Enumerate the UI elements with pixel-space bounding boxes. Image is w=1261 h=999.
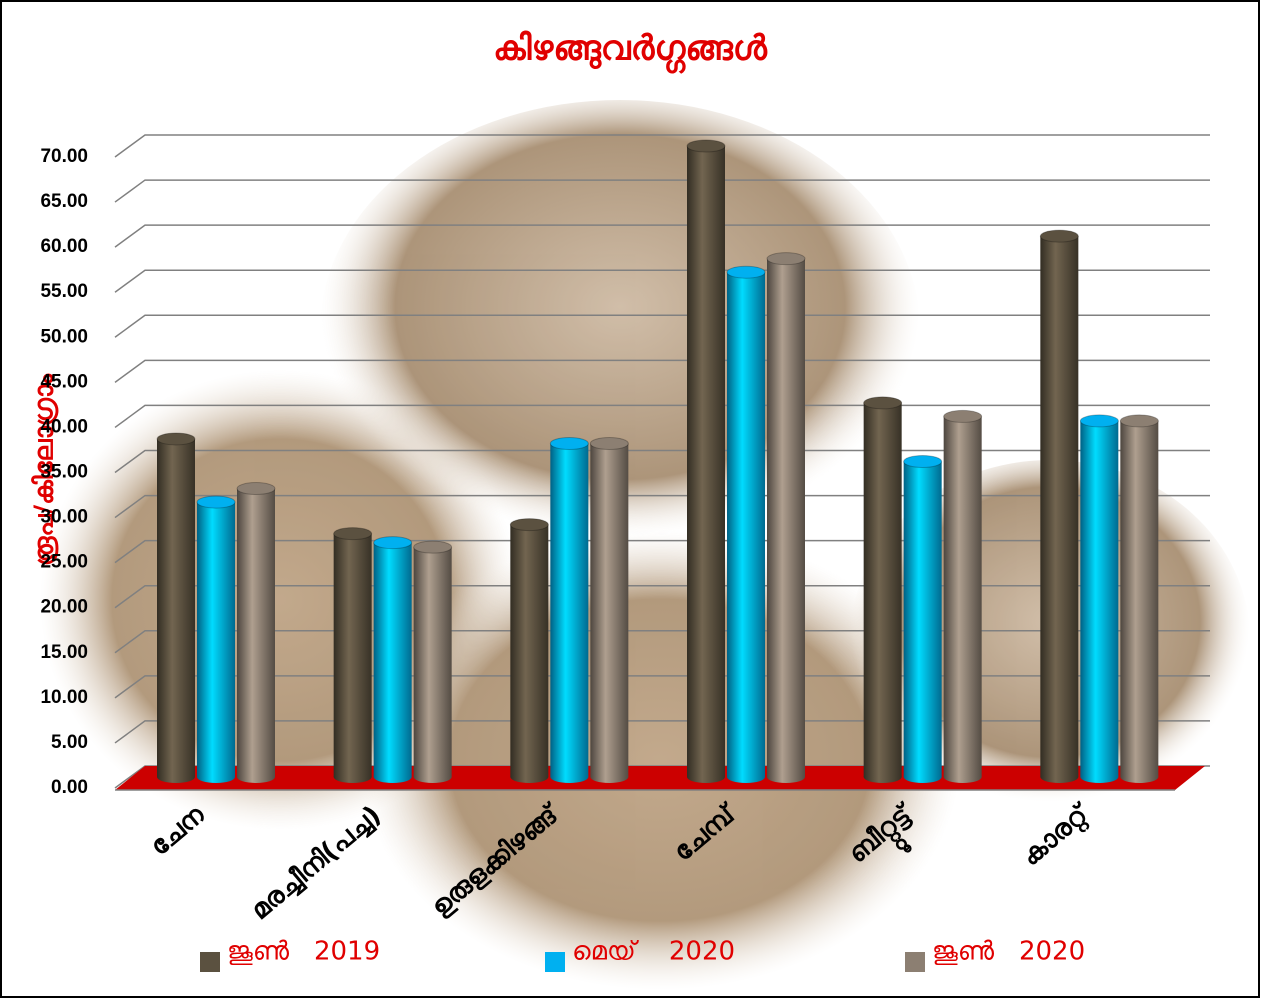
bar [727, 272, 765, 777]
grid-line [114, 675, 1210, 699]
bar [373, 542, 412, 777]
bar [1080, 420, 1119, 777]
bar-base [590, 771, 629, 783]
bar-top [373, 536, 413, 550]
bar-base [903, 771, 942, 783]
bar-top [196, 495, 236, 509]
legend-label: ജൂൺ 2020 [932, 937, 1085, 967]
bar-base [1040, 771, 1079, 783]
bar [943, 416, 982, 777]
grid-line [114, 539, 1210, 564]
grid-line [114, 179, 1210, 203]
y-tick-label: 55.00 [40, 281, 88, 302]
bar-base [863, 771, 902, 783]
bar-base [157, 771, 195, 783]
grid-line [114, 720, 1210, 744]
grid-line [114, 584, 1210, 609]
bar-top [1079, 414, 1119, 428]
bar-top [1039, 229, 1079, 243]
bar-top [549, 436, 589, 450]
grid-line [114, 269, 1210, 293]
bar-base [510, 771, 549, 783]
bar [237, 488, 275, 777]
y-tick-label: 35.00 [40, 462, 88, 483]
y-tick-label: 50.00 [40, 326, 88, 347]
y-tick-label: 0.00 [51, 777, 88, 798]
bar-base [333, 771, 372, 783]
bar-base [687, 771, 725, 783]
y-tick-label: 5.00 [51, 732, 88, 753]
bar [1120, 420, 1159, 777]
grid-line [114, 224, 1210, 248]
bar-top [156, 432, 196, 446]
legend-swatch [200, 952, 220, 972]
bar-base [373, 771, 412, 783]
bar-base [197, 771, 235, 783]
bar-base [727, 771, 765, 783]
grid-line [114, 404, 1210, 429]
bar-top [903, 455, 943, 468]
bar [590, 443, 629, 777]
y-tick-label: 65.00 [40, 191, 88, 212]
bar-top [943, 409, 983, 423]
bar-top [333, 527, 373, 541]
bar-base [413, 771, 452, 783]
y-tick-label: 20.00 [40, 597, 88, 618]
bar [1040, 236, 1079, 778]
bar-top [509, 518, 549, 532]
legend-label: ജൂൺ 2019 [227, 937, 380, 967]
y-tick-label: 60.00 [40, 236, 88, 257]
y-tick-label: 40.00 [40, 416, 88, 437]
y-tick-label: 30.00 [40, 507, 88, 528]
bar [903, 461, 942, 777]
y-tick-label: 25.00 [40, 552, 88, 573]
legend-swatch [905, 952, 925, 972]
bar [510, 524, 549, 777]
bar [157, 438, 195, 777]
legend-swatch [545, 952, 565, 972]
bar [863, 402, 902, 777]
bar-top [413, 540, 453, 554]
grid-line [114, 449, 1210, 474]
bar-base [1120, 771, 1159, 783]
grid-line [114, 314, 1210, 338]
y-tick-label: 45.00 [40, 371, 88, 392]
bar [550, 443, 589, 777]
bar-base [943, 771, 982, 783]
bar-base [550, 771, 589, 783]
bar-base [237, 771, 275, 783]
bar [413, 547, 452, 777]
bar-top [589, 436, 629, 450]
bar-base [767, 771, 805, 783]
bar-top [863, 396, 903, 410]
chart-title: കിഴങ്ങുവർഗ്ഗങ്ങൾ [493, 29, 768, 74]
y-tick-label: 70.00 [40, 146, 88, 167]
bar-top [726, 265, 766, 279]
grid-line [114, 359, 1210, 383]
bar-top [686, 139, 726, 153]
bar [687, 146, 725, 777]
y-axis-label: രൂപ/കിലോഗ്രാം [30, 373, 60, 566]
grid-line [114, 494, 1210, 519]
y-tick-label: 10.00 [40, 687, 88, 708]
bar [333, 533, 372, 777]
bar [767, 258, 805, 777]
legend-label: മെയ് 2020 [572, 937, 735, 967]
bar-top [766, 252, 806, 266]
bar [197, 502, 235, 777]
bar-top [1119, 414, 1159, 428]
bar-base [1080, 771, 1119, 783]
y-tick-label: 15.00 [40, 642, 88, 663]
grid-line [114, 630, 1210, 654]
bar-top [236, 482, 276, 496]
grid-line [114, 134, 1210, 158]
